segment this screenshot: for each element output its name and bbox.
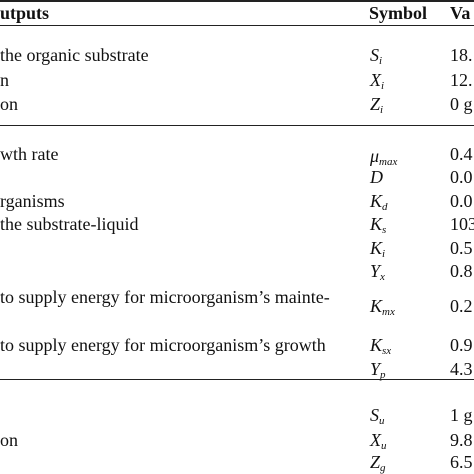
header-rule — [0, 25, 474, 26]
row-symbol: Xu — [370, 430, 387, 452]
row-symbol: Zi — [370, 94, 384, 116]
row-value: 18. — [450, 45, 473, 65]
row-value: 0.9 — [450, 335, 473, 355]
row-value: 6.5 — [450, 452, 473, 472]
row-value: 1 g — [450, 405, 473, 425]
row-symbol: Ksx — [370, 335, 392, 357]
column-header-description: utputs — [0, 3, 50, 23]
row-symbol: D — [370, 167, 383, 187]
row-symbol: Yx — [370, 261, 385, 283]
row-value: 12. — [450, 70, 473, 90]
row-value: 0 g — [450, 94, 473, 114]
row-symbol: Ki — [370, 238, 386, 260]
row-value: 9.8 — [450, 430, 473, 450]
row-value: 4.3 — [450, 359, 473, 379]
row-value: 0.0 — [450, 167, 473, 187]
row-symbol: μmax — [370, 146, 398, 168]
row-description: wth rate — [0, 144, 59, 164]
row-symbol: Zg — [370, 452, 386, 474]
row-value: 0.2 — [450, 296, 473, 316]
row-symbol: Yp — [370, 359, 386, 381]
row-description: to supply energy for microorganism’s mai… — [0, 287, 330, 307]
row-symbol: Kmx — [370, 296, 395, 318]
row-symbol: Kd — [370, 191, 388, 213]
section-rule — [0, 125, 474, 126]
row-description: on — [0, 94, 18, 114]
row-value: 103 — [450, 214, 474, 234]
row-value: 0.8 — [450, 261, 473, 281]
row-description: rganisms — [0, 191, 65, 211]
table-top-rule — [0, 0, 474, 2]
row-value: 0.5 — [450, 238, 473, 258]
row-symbol: Si — [370, 45, 383, 67]
row-symbol: Su — [370, 405, 385, 427]
row-description: on — [0, 430, 18, 450]
row-description: n — [0, 70, 9, 90]
row-description: to supply energy for microorganism’s gro… — [0, 335, 326, 355]
row-value: 0.0 — [450, 191, 473, 211]
row-description: the organic substrate — [0, 45, 149, 65]
row-description: the substrate-liquid — [0, 214, 139, 234]
row-value: 0.4 — [450, 144, 473, 164]
column-header-value: Va — [450, 3, 471, 23]
row-symbol: Xi — [370, 70, 385, 92]
row-symbol: Ks — [370, 214, 387, 236]
section-rule — [0, 379, 474, 380]
column-header-symbol: Symbol — [369, 3, 428, 23]
